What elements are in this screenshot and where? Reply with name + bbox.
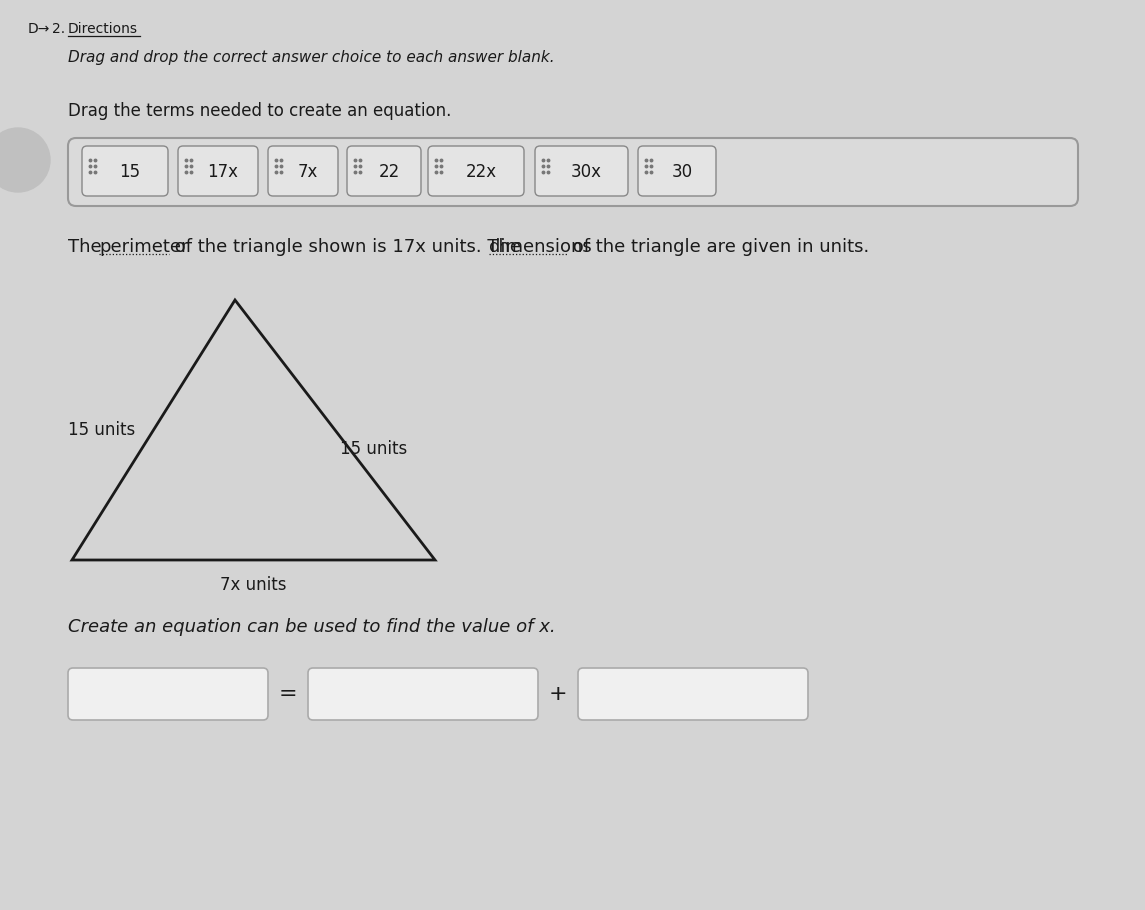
Circle shape <box>0 128 50 192</box>
FancyBboxPatch shape <box>268 146 338 196</box>
Text: 2.: 2. <box>52 22 65 36</box>
Text: Create an equation can be used to find the value of x.: Create an equation can be used to find t… <box>68 618 555 636</box>
Text: 22x: 22x <box>465 163 497 181</box>
FancyBboxPatch shape <box>347 146 421 196</box>
Text: Directions: Directions <box>68 22 139 36</box>
Text: 30x: 30x <box>571 163 602 181</box>
Text: 7x units: 7x units <box>220 576 286 594</box>
FancyBboxPatch shape <box>535 146 627 196</box>
Text: =: = <box>278 684 298 704</box>
Text: of the triangle shown is 17x units. The: of the triangle shown is 17x units. The <box>169 238 527 256</box>
FancyBboxPatch shape <box>68 668 268 720</box>
Text: 22: 22 <box>378 163 400 181</box>
Text: D→: D→ <box>27 22 50 36</box>
FancyBboxPatch shape <box>638 146 716 196</box>
FancyBboxPatch shape <box>308 668 538 720</box>
FancyBboxPatch shape <box>428 146 524 196</box>
FancyBboxPatch shape <box>177 146 258 196</box>
Text: Drag the terms needed to create an equation.: Drag the terms needed to create an equat… <box>68 102 451 120</box>
Text: 30: 30 <box>671 163 693 181</box>
Text: Drag and drop the correct answer choice to each answer blank.: Drag and drop the correct answer choice … <box>68 50 554 65</box>
Text: perimeter: perimeter <box>100 238 189 256</box>
FancyBboxPatch shape <box>578 668 808 720</box>
Text: The: The <box>68 238 108 256</box>
FancyBboxPatch shape <box>82 146 168 196</box>
Text: +: + <box>548 684 567 704</box>
FancyBboxPatch shape <box>68 138 1077 206</box>
Text: 15 units: 15 units <box>69 421 135 439</box>
Text: of the triangle are given in units.: of the triangle are given in units. <box>567 238 869 256</box>
Text: dimensions: dimensions <box>489 238 592 256</box>
Text: 15 units: 15 units <box>340 440 408 458</box>
Text: 15: 15 <box>119 163 141 181</box>
Text: 17x: 17x <box>207 163 238 181</box>
Text: 7x: 7x <box>298 163 318 181</box>
